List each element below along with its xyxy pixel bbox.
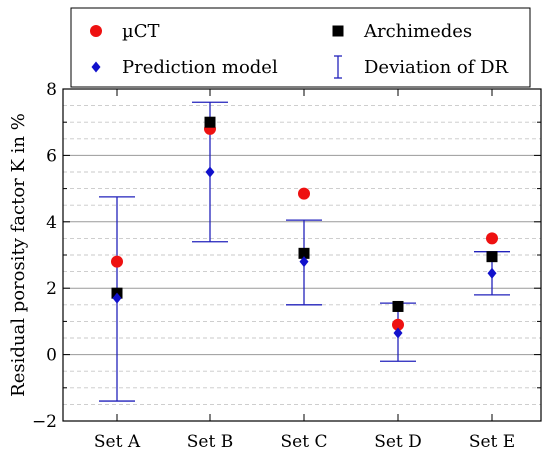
y-tick-label: 0 <box>46 346 57 366</box>
legend: µCT Archimedes Prediction model Deviation o… <box>70 7 531 88</box>
archimedes-point <box>298 247 310 259</box>
legend-box <box>70 7 531 88</box>
uct-point <box>298 187 310 200</box>
y-tick-label: 6 <box>46 146 57 166</box>
y-tick-label: 4 <box>46 213 57 233</box>
legend-item: Archimedes <box>332 21 472 42</box>
uct-point <box>392 318 404 331</box>
legend-marker <box>332 25 344 37</box>
legend-label: Archimedes <box>363 21 472 42</box>
uct-point <box>486 232 498 245</box>
legend-label: Deviation of DR <box>364 57 509 78</box>
archimedes-point <box>204 116 216 128</box>
prediction-point <box>205 166 215 178</box>
prediction-point <box>299 256 309 268</box>
x-tick-label: Set E <box>469 432 515 452</box>
prediction-point <box>112 292 122 304</box>
x-tick-label: Set C <box>281 432 328 452</box>
data-markers <box>111 116 498 339</box>
y-axis-label: Residual porosity factor K in % <box>8 113 29 397</box>
archimedes-point <box>392 300 404 312</box>
legend-item: Deviation of DR <box>334 55 509 79</box>
prediction-point <box>393 327 403 339</box>
uct-point <box>111 255 123 268</box>
legend-marker <box>91 61 101 73</box>
y-tick-label: −2 <box>32 412 57 432</box>
legend-label: µCT <box>122 21 159 42</box>
axis-ticks <box>63 88 541 422</box>
legend-item: Prediction model <box>91 57 278 78</box>
x-tick-label: Set D <box>374 432 422 452</box>
legend-label: Prediction model <box>122 57 278 78</box>
prediction-point <box>487 267 497 279</box>
x-tick-label: Set A <box>94 432 141 452</box>
legend-item: µCT <box>90 21 159 42</box>
tick-labels: −2 0 2 4 6 8 Set A Set B Set C Set D Set E <box>32 80 515 452</box>
x-tick-label: Set B <box>187 432 233 452</box>
archimedes-point <box>486 251 498 263</box>
y-tick-label: 2 <box>46 279 57 299</box>
legend-marker <box>90 25 102 37</box>
y-tick-label: 8 <box>46 80 57 100</box>
